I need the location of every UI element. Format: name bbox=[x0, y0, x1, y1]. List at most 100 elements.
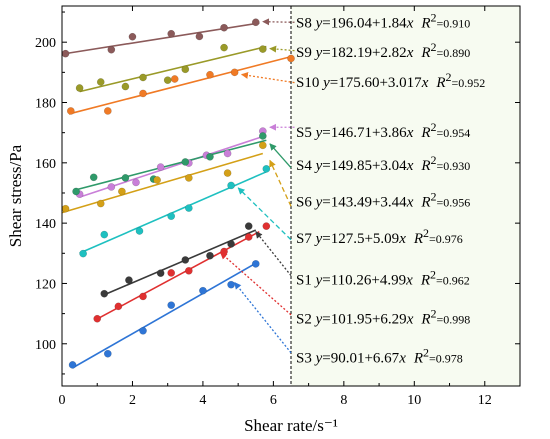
point-s10 bbox=[66, 107, 75, 115]
point-s6 bbox=[61, 204, 70, 213]
y-tick-label: 200 bbox=[35, 36, 56, 51]
point-s4 bbox=[89, 173, 98, 182]
fit-line-s8 bbox=[61, 22, 260, 55]
point-s1 bbox=[227, 240, 235, 248]
point-s10 bbox=[139, 89, 147, 98]
point-s5 bbox=[156, 163, 165, 171]
arrow-s6 bbox=[269, 159, 292, 207]
point-s6 bbox=[184, 174, 193, 182]
label-s4: S4 y=149.85+3.04x R2=0.930 bbox=[296, 153, 470, 174]
point-s10 bbox=[206, 70, 214, 79]
point-s8 bbox=[128, 32, 137, 41]
point-s3 bbox=[199, 286, 207, 295]
point-s8 bbox=[251, 18, 260, 27]
point-s6 bbox=[96, 199, 105, 208]
y-tick-label: 100 bbox=[35, 338, 56, 353]
fit-line-s10 bbox=[68, 55, 292, 115]
label-s6: S6 y=143.49+3.44x R2=0.956 bbox=[296, 189, 470, 210]
point-s1 bbox=[206, 251, 214, 260]
point-s2 bbox=[167, 269, 176, 277]
point-s7 bbox=[262, 165, 271, 173]
fit-line-s6 bbox=[61, 152, 264, 214]
point-s1 bbox=[100, 289, 109, 298]
label-arrows bbox=[220, 18, 295, 354]
point-s2 bbox=[139, 292, 147, 301]
point-s2 bbox=[184, 266, 193, 275]
point-s9 bbox=[75, 84, 84, 92]
x-tick-label: 8 bbox=[340, 393, 347, 408]
point-s1 bbox=[125, 276, 133, 284]
point-s4 bbox=[258, 132, 267, 140]
point-s9 bbox=[181, 65, 190, 74]
y-tick-label: 160 bbox=[35, 157, 56, 172]
y-tick-label: 140 bbox=[35, 217, 56, 232]
fit-line-s9 bbox=[79, 45, 267, 93]
point-s1 bbox=[156, 269, 165, 278]
point-s8 bbox=[107, 45, 116, 54]
point-s9 bbox=[220, 43, 228, 52]
arrow-s4 bbox=[269, 143, 292, 169]
point-s4 bbox=[206, 152, 214, 161]
point-s3 bbox=[227, 280, 235, 289]
point-s10 bbox=[230, 68, 239, 77]
point-s9 bbox=[96, 78, 105, 86]
point-s3 bbox=[139, 326, 147, 335]
label-s1: S1 y=110.26+4.99x R2=0.962 bbox=[296, 268, 470, 289]
series-labels: S8 y=196.04+1.84x R2=0.910 S9 y=182.19+2.8… bbox=[296, 10, 485, 366]
point-s6 bbox=[258, 141, 267, 150]
x-tick-label: 2 bbox=[129, 393, 136, 408]
arrow-s9 bbox=[269, 45, 295, 53]
point-s7 bbox=[167, 212, 176, 221]
fit-line-s3 bbox=[72, 262, 257, 369]
point-s5 bbox=[132, 178, 140, 187]
point-s9 bbox=[163, 76, 172, 85]
x-axis-label: Shear rate/s⁻¹ bbox=[244, 416, 338, 435]
point-s7 bbox=[79, 249, 87, 258]
annotation-background bbox=[291, 6, 520, 386]
x-tick-label: 6 bbox=[270, 393, 277, 408]
point-s2 bbox=[244, 233, 253, 241]
point-s8 bbox=[195, 32, 204, 41]
point-s6 bbox=[223, 169, 232, 177]
point-s6 bbox=[118, 187, 126, 196]
point-s3 bbox=[251, 260, 260, 268]
arrow-s7 bbox=[237, 187, 292, 241]
point-s3 bbox=[103, 349, 112, 358]
label-s5: S5 y=146.71+3.86x R2=0.954 bbox=[296, 120, 470, 141]
x-tick-label: 10 bbox=[407, 393, 421, 408]
label-s7: S7 y=127.5+5.09x R2=0.976 bbox=[296, 226, 463, 247]
x-tick-label: 0 bbox=[59, 393, 66, 408]
point-s2 bbox=[262, 222, 271, 231]
y-tick-label: 120 bbox=[35, 277, 56, 292]
arrow-s10 bbox=[240, 71, 295, 84]
fit-line-s4 bbox=[75, 139, 267, 191]
data-points bbox=[61, 18, 295, 369]
point-s8 bbox=[61, 49, 70, 58]
point-s3 bbox=[68, 361, 77, 369]
point-s7 bbox=[227, 181, 235, 190]
point-s9 bbox=[258, 45, 267, 53]
point-s3 bbox=[167, 301, 176, 310]
point-s5 bbox=[107, 183, 116, 191]
y-tick-label: 180 bbox=[35, 97, 56, 112]
label-s8: S8 y=196.04+1.84x R2=0.910 bbox=[296, 10, 470, 31]
label-s10: S10 y=175.60+3.017x R2=0.952 bbox=[296, 70, 485, 91]
x-tick-label: 4 bbox=[199, 393, 206, 408]
point-s8 bbox=[220, 23, 228, 32]
point-s4 bbox=[181, 158, 190, 166]
arrow-s1 bbox=[255, 231, 292, 277]
arrow-s8 bbox=[262, 18, 295, 26]
label-s9: S9 y=182.19+2.82x R2=0.890 bbox=[296, 40, 470, 61]
point-s8 bbox=[167, 29, 176, 38]
arrow-s3 bbox=[234, 282, 292, 354]
y-axis-label: Shear stress/Pa bbox=[6, 144, 25, 247]
label-s3: S3 y=90.01+6.67x R2=0.978 bbox=[296, 345, 463, 366]
fit-line-s7 bbox=[79, 171, 267, 254]
plot-frame bbox=[61, 5, 521, 387]
point-s7 bbox=[135, 227, 144, 235]
point-s2 bbox=[93, 314, 102, 323]
point-s5 bbox=[223, 149, 232, 158]
x-tick-label: 12 bbox=[478, 393, 492, 408]
label-s2: S2 y=101.95+6.29x R2=0.998 bbox=[296, 306, 470, 327]
